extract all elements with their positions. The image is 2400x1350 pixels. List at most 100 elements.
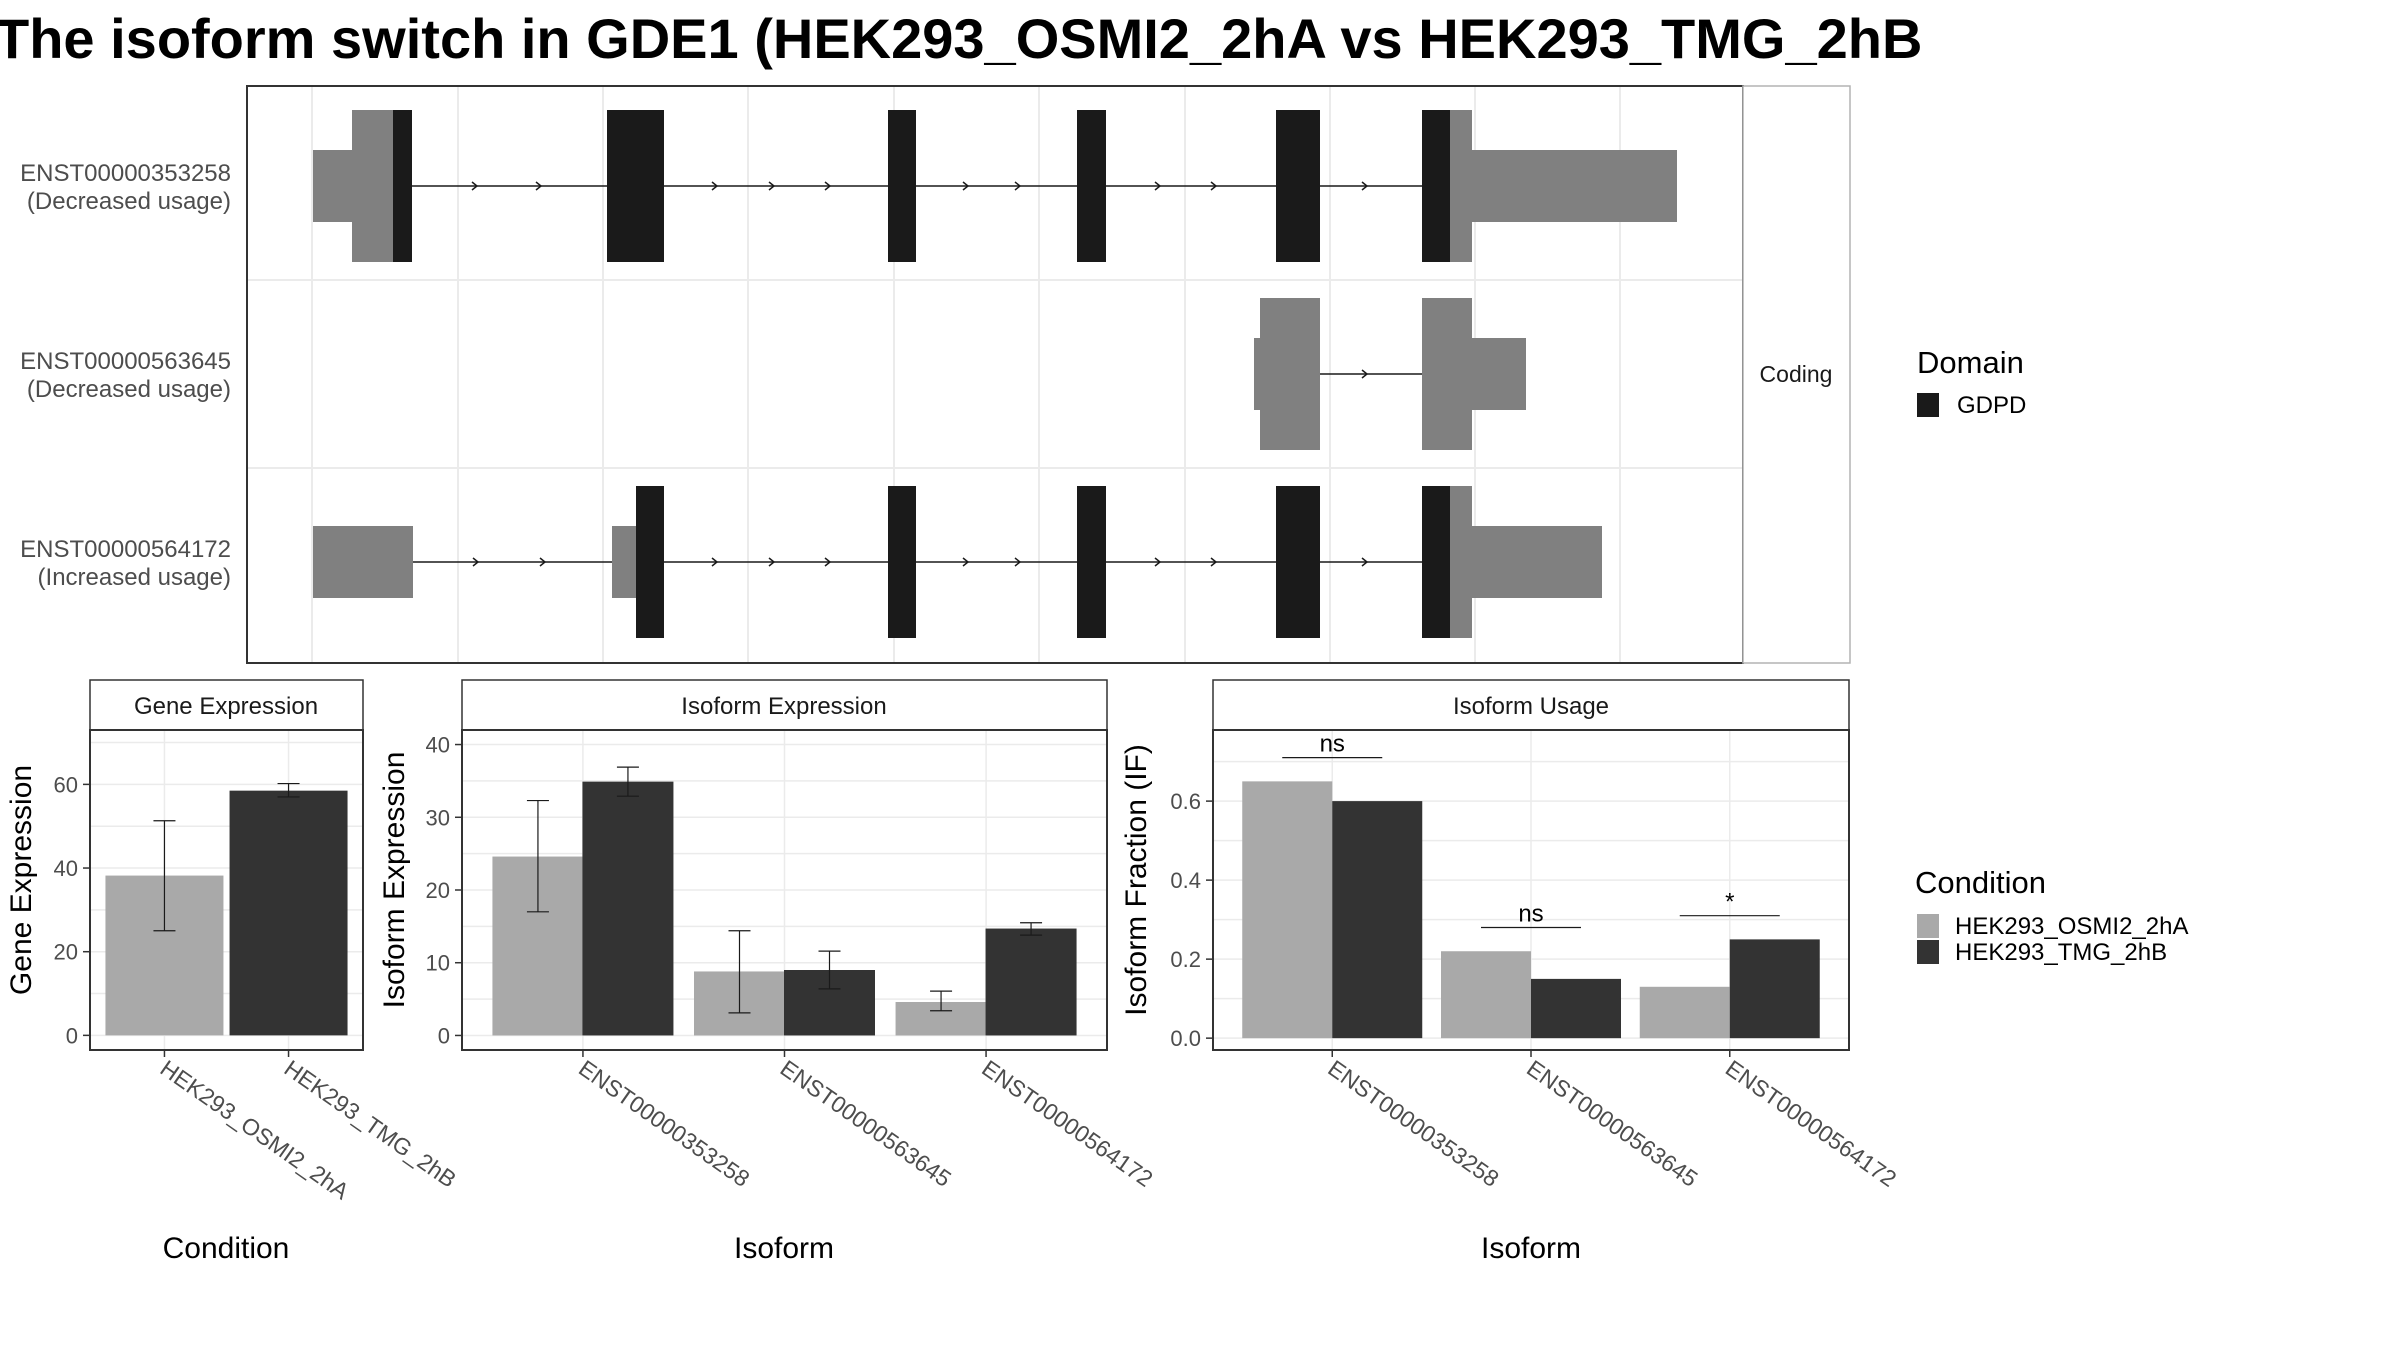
- strand-arrow: [768, 557, 776, 567]
- x-tick-label: ENST00000564172: [977, 1055, 1157, 1192]
- domain-exon-block: [607, 110, 664, 262]
- isoform-expression-panel: Isoform Expression 0 10 20 30 40 ENST00000353…: [378, 679, 1158, 1265]
- exon-block: [1450, 486, 1472, 638]
- significance-label: ns: [1518, 901, 1543, 928]
- x-axis-title: Condition: [163, 1232, 290, 1265]
- exon-block: [1450, 526, 1602, 598]
- strand-arrow: [962, 557, 970, 567]
- bar: [985, 928, 1077, 1036]
- legend-label-cond-b: HEK293_TMG_2hB: [1955, 939, 2167, 966]
- exon-block: [313, 150, 352, 222]
- domain-exon-block: [1422, 486, 1450, 638]
- panel-strip-label: Isoform Usage: [1453, 693, 1609, 720]
- bar: [1242, 781, 1333, 1039]
- y-tick-label: 0.0: [1170, 1026, 1201, 1051]
- isoform-label-id: ENST00000353258: [20, 160, 231, 187]
- domain-exon-block: [888, 486, 916, 638]
- legend-label-gdpd: GDPD: [1957, 392, 2026, 419]
- strand-arrow: [471, 181, 479, 191]
- strand-arrow: [1014, 181, 1022, 191]
- bar: [229, 790, 348, 1036]
- condition-legend: Condition HEK293_OSMI2_2hA HEK293_TMG_2h…: [1915, 865, 2188, 966]
- figure-title: The isoform switch in GDE1 (HEK293_OSMI2…: [0, 7, 1922, 70]
- domain-exon-block: [1276, 110, 1320, 262]
- x-axis-title: Isoform: [734, 1232, 834, 1265]
- legend-key-cond-a: [1917, 914, 1939, 938]
- legend-key-cond-b: [1917, 940, 1939, 964]
- domain-exon-block: [636, 486, 664, 638]
- strand-arrow: [1154, 557, 1162, 567]
- x-tick-label: ENST00000563645: [776, 1055, 956, 1192]
- y-tick-label: 30: [426, 805, 450, 830]
- isoform-label-usage: (Increased usage): [38, 564, 231, 591]
- domain-legend: Domain GDPD: [1917, 345, 2026, 419]
- y-tick-label: 20: [426, 878, 450, 903]
- facet-strip-label: Coding: [1760, 361, 1833, 387]
- domain-exon-block: [1077, 486, 1106, 638]
- legend-label-cond-a: HEK293_OSMI2_2hA: [1955, 913, 2188, 940]
- strand-arrow: [824, 557, 832, 567]
- strand-arrow: [768, 181, 776, 191]
- x-tick-label: ENST00000564172: [1721, 1055, 1901, 1192]
- legend-key-gdpd: [1917, 393, 1939, 417]
- strand-arrow: [824, 181, 832, 191]
- exon-block: [1422, 298, 1472, 450]
- gene-expression-panel: Gene Expression 0204060HEK293_OSMI2_2hAH…: [5, 679, 461, 1265]
- bar: [1441, 951, 1531, 1039]
- exon-block: [352, 110, 393, 262]
- panel-strip: [89, 679, 364, 731]
- y-tick-label: 40: [426, 733, 450, 758]
- y-tick-label: 40: [54, 856, 78, 881]
- condition-legend-title: Condition: [1915, 865, 2046, 900]
- structure-transcripts: [313, 110, 1677, 638]
- strand-arrow: [1210, 181, 1218, 191]
- strand-arrow: [539, 557, 547, 567]
- bar: [1639, 986, 1730, 1039]
- strand-arrow: [711, 557, 719, 567]
- y-tick-label: 60: [54, 772, 78, 797]
- bar: [1729, 939, 1820, 1039]
- plot-border: [89, 729, 364, 1051]
- y-tick-label: 0: [66, 1023, 78, 1048]
- y-tick-label: 0.6: [1170, 789, 1201, 814]
- domain-exon-block: [888, 110, 916, 262]
- panel-strip: [1212, 679, 1850, 731]
- isoform-expression-plot: 0 10 20 30 40 ENST00000353258 ENST00000563645 E…: [426, 729, 1158, 1192]
- y-tick-label: 0.2: [1170, 947, 1201, 972]
- strand-arrow: [962, 181, 970, 191]
- isoform-label-id: ENST00000564172: [20, 536, 231, 563]
- strand-arrow: [535, 181, 543, 191]
- y-axis-title: Gene Expression: [5, 765, 38, 995]
- isoform-usage-panel: Isoform Usage ns ns * 0.0 0.2 0.4 0.6 ENST00000…: [1120, 679, 1901, 1265]
- bar: [1332, 801, 1423, 1039]
- x-tick-label: ENST00000353258: [574, 1055, 754, 1192]
- panel-strip-label: Gene Expression: [134, 693, 318, 720]
- domain-exon-block: [1077, 110, 1106, 262]
- y-tick-label: 20: [54, 940, 78, 965]
- strand-arrow: [1361, 181, 1369, 191]
- isoform-label-usage: (Decreased usage): [27, 376, 231, 403]
- domain-exon-block: [393, 110, 412, 262]
- panel-strip-label: Isoform Expression: [681, 693, 886, 720]
- strand-arrow: [472, 557, 480, 567]
- bar: [1531, 978, 1621, 1039]
- facet-strip: [1742, 85, 1851, 664]
- strand-arrow: [711, 181, 719, 191]
- strand-arrow: [1210, 557, 1218, 567]
- x-tick-label: ENST00000353258: [1323, 1055, 1503, 1192]
- exon-block: [1450, 150, 1677, 222]
- strand-arrow: [1361, 557, 1369, 567]
- domain-exon-block: [1276, 486, 1320, 638]
- exon-block: [612, 526, 636, 598]
- bar: [582, 781, 674, 1036]
- significance-label: ns: [1320, 731, 1345, 758]
- domain-legend-title: Domain: [1917, 345, 2024, 380]
- y-axis-title: Isoform Fraction (IF): [1120, 744, 1153, 1016]
- strand-arrow: [1014, 557, 1022, 567]
- x-axis-title: Isoform: [1481, 1232, 1581, 1265]
- isoform-label-id: ENST00000563645: [20, 348, 231, 375]
- y-tick-label: 0.4: [1170, 868, 1201, 893]
- strand-arrow: [1361, 369, 1369, 379]
